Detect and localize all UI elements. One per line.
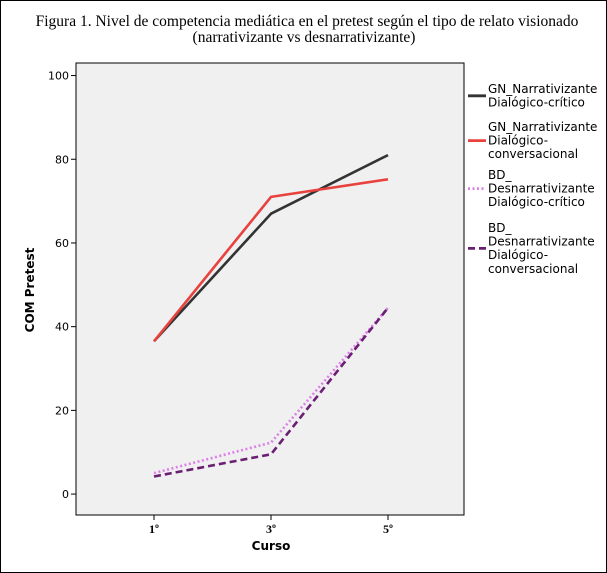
legend-label: Dialógico-	[488, 248, 548, 262]
figure-title-line-2: (narrativizante vs desnarrativizante)	[192, 29, 416, 46]
legend-label: conversacional	[488, 262, 578, 276]
legend: GN_NarrativizanteDialógico-críticoGN_Nar…	[468, 82, 597, 276]
series-line-1	[153, 153, 389, 343]
y-tick-label: 80	[55, 153, 69, 166]
series-line-2	[152, 178, 389, 343]
x-axis: 1º 3º 5º	[149, 515, 393, 536]
y-tick-label: 20	[55, 404, 69, 417]
legend-label: GN_Narrativizante	[488, 120, 597, 134]
figure-title: Figura 1. Nivel de competencia mediática…	[4, 14, 604, 46]
series-lines	[152, 153, 390, 478]
y-tick-label: 0	[62, 488, 69, 501]
y-axis: 0 20 40 60 80 100	[48, 70, 76, 501]
x-tick-label: 3º	[266, 522, 276, 536]
figure-title-line-1: Figura 1. Nivel de competencia mediática…	[35, 13, 579, 30]
x-tick-label: 1º	[149, 522, 159, 536]
legend-label: Dialógico-crítico	[488, 96, 585, 110]
legend-label: GN_Narrativizante	[488, 82, 597, 96]
legend-label: Dialógico-	[488, 134, 548, 148]
legend-label: Desnarrativizante	[488, 182, 595, 196]
legend-label: Desnarrativizante	[488, 235, 595, 249]
series-line-3	[153, 306, 389, 475]
x-tick-label: 5º	[383, 522, 393, 536]
y-axis-label: COM Pretest	[23, 247, 37, 332]
y-tick-label: 40	[55, 321, 69, 334]
x-axis-label: Curso	[252, 539, 291, 553]
y-tick-label: 60	[55, 237, 69, 250]
y-tick-label: 100	[48, 70, 69, 83]
legend-label: BD_	[488, 221, 512, 235]
legend-label: Dialógico-crítico	[488, 195, 585, 209]
legend-label: conversacional	[488, 147, 578, 161]
plot-area	[75, 62, 465, 516]
series-line-4	[153, 306, 390, 478]
legend-label: BD_	[488, 168, 512, 182]
